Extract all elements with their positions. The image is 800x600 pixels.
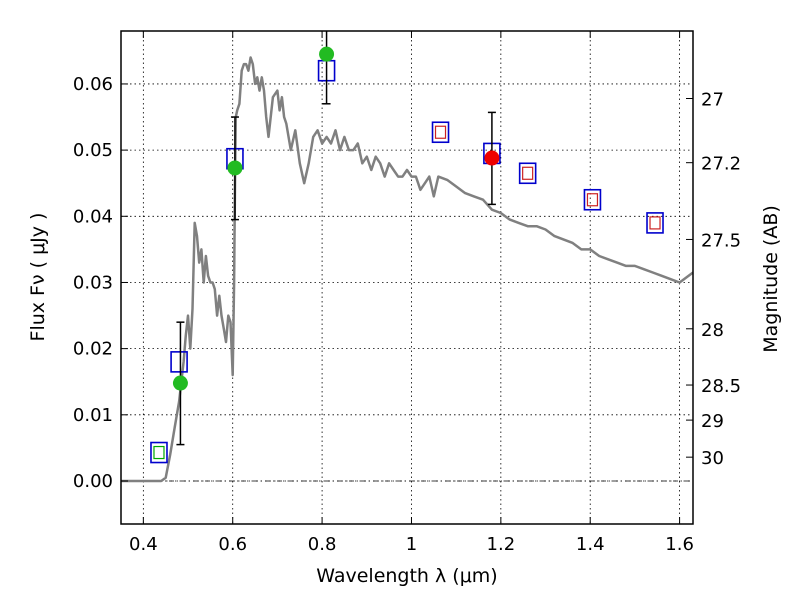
observed-point <box>227 160 243 176</box>
y-tick-label: 0.02 <box>73 339 113 360</box>
markers <box>150 31 664 464</box>
small-square-marker <box>649 216 661 230</box>
plot-frame <box>120 30 694 525</box>
small-square-marker <box>434 125 447 139</box>
y-tick-label: 0.03 <box>73 272 113 293</box>
model-square-marker <box>583 188 602 211</box>
x-axis-title: Wavelength λ (μm) <box>316 565 497 587</box>
small-square-marker <box>522 166 534 180</box>
x-tick-label: 1.4 <box>576 534 605 555</box>
sed-curve <box>121 56 694 483</box>
observed-point <box>484 150 500 166</box>
x-tick-label: 0.6 <box>218 534 247 555</box>
y-tick-label: 0.05 <box>73 140 113 161</box>
plot-area <box>121 31 693 524</box>
x-tick-label: 0.4 <box>129 534 158 555</box>
model-square-marker <box>150 441 168 464</box>
mag-tick-label: 27.2 <box>701 154 741 175</box>
small-square-marker <box>153 445 165 460</box>
y-axis-right-title: Magnitude (AB) <box>760 205 782 353</box>
model-square-marker <box>518 162 537 185</box>
sed-model-line <box>121 56 694 483</box>
model-square-marker <box>170 351 188 373</box>
x-tick-label: 1.6 <box>665 534 694 555</box>
observed-point <box>319 46 335 62</box>
ticks: 0.4 0.6 0.8 1 1.2 1.4 1.6 0.00 0.01 0.02 0.03 0.04 0… <box>73 31 741 555</box>
y-tick-label: 0.00 <box>73 471 113 492</box>
mag-tick-label: 27.5 <box>701 230 741 251</box>
mag-tick-label: 29 <box>701 411 724 432</box>
x-tick-label: 0.8 <box>308 534 337 555</box>
mag-tick-label: 27 <box>701 89 724 110</box>
mag-tick-label: 30 <box>701 448 724 469</box>
mag-tick-label: 28.5 <box>701 376 741 397</box>
model-square-marker <box>431 121 450 144</box>
x-tick-label: 1 <box>406 534 417 555</box>
x-tick-label: 1.2 <box>487 534 516 555</box>
mag-tick-label: 28 <box>701 320 724 341</box>
y-tick-label: 0.04 <box>73 206 113 227</box>
grid <box>121 31 693 524</box>
y-axis-title: Flux Fν ( μJy ) <box>27 213 49 342</box>
y-tick-label: 0.01 <box>73 405 113 426</box>
model-square-marker <box>646 212 664 234</box>
small-square-marker <box>586 193 599 207</box>
y-tick-label: 0.06 <box>73 74 113 95</box>
observed-point <box>172 375 188 391</box>
